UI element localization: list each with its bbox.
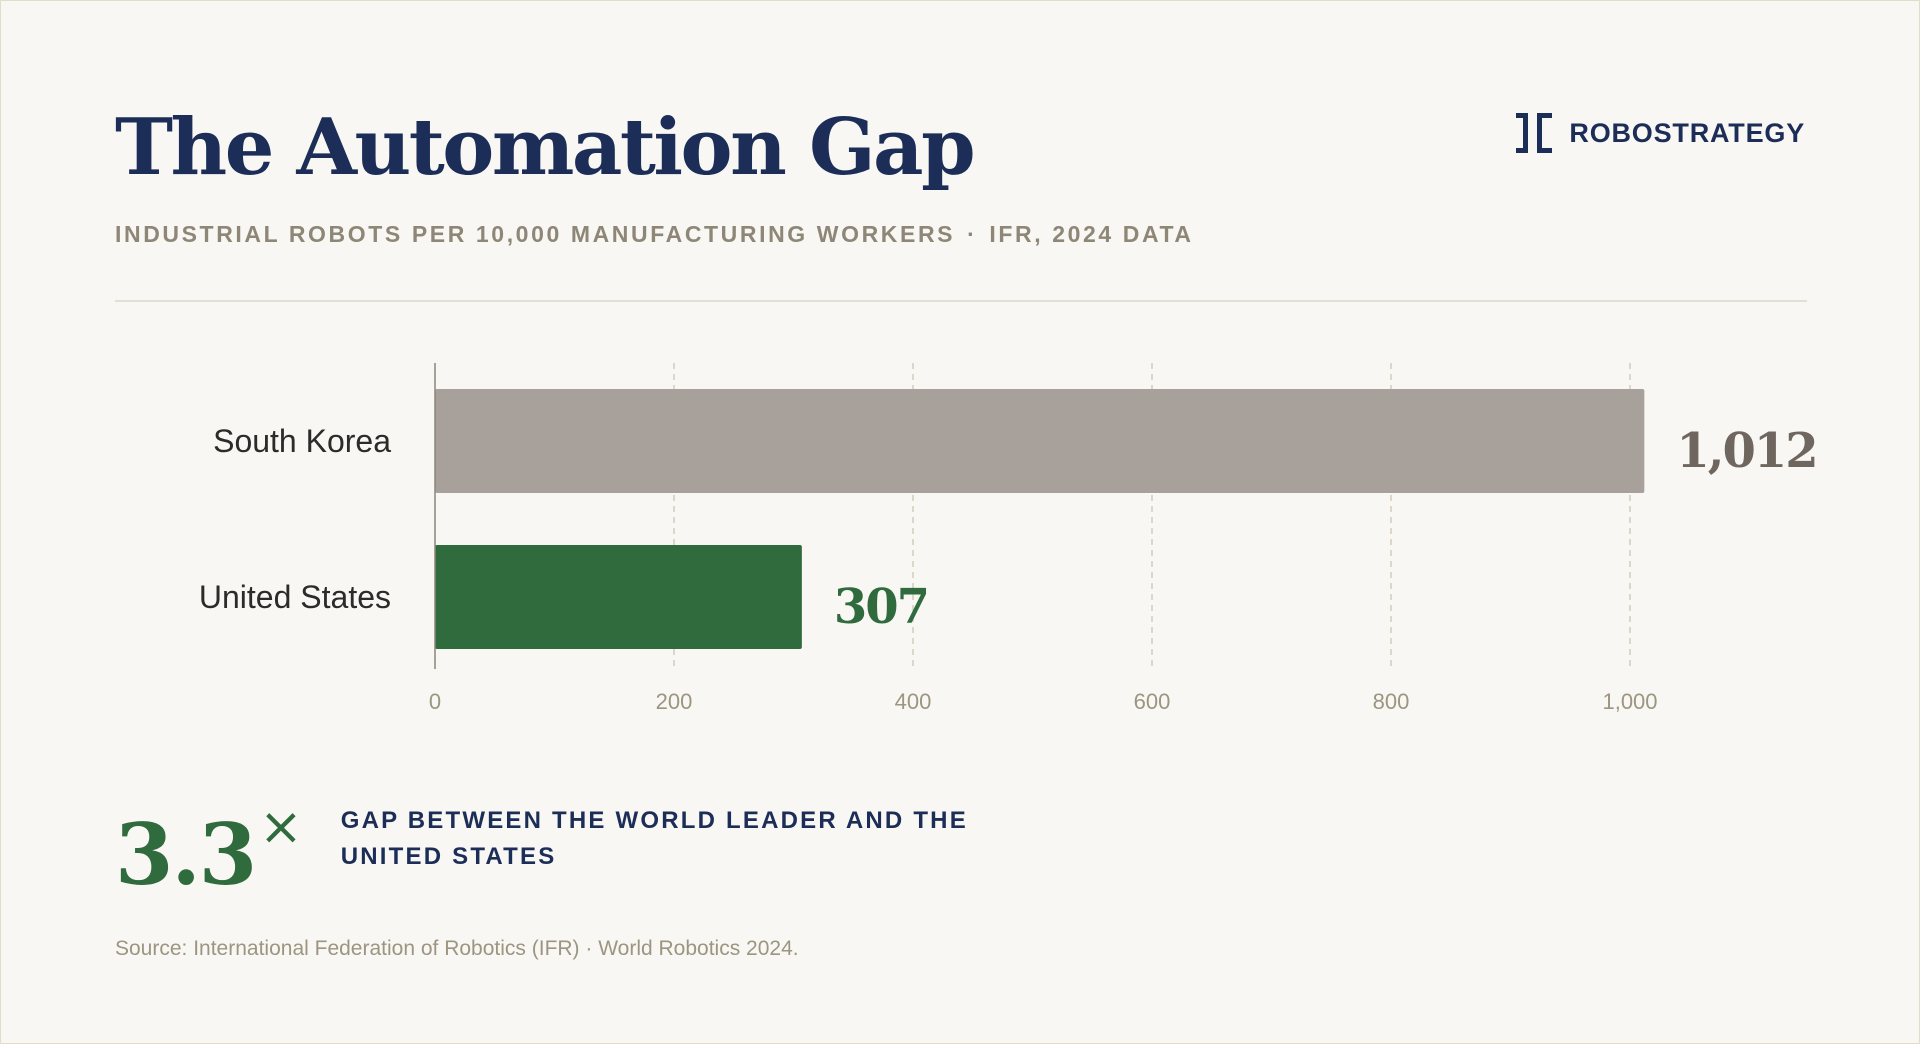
bar [435, 545, 802, 649]
data-label: 1,012 [1676, 423, 1816, 479]
bar [435, 389, 1645, 493]
x-tick-label: 0 [429, 689, 441, 714]
page-title: The Automation Gap [115, 102, 976, 193]
data-label: 307 [834, 579, 928, 635]
x-tick-label: 200 [656, 689, 693, 714]
subtitle-source-tag: IFR, 2024 DATA [989, 221, 1194, 247]
brand-logo: ROBOSTRATEGY [1515, 113, 1805, 153]
gap-stat-number: 3.3 [115, 805, 257, 904]
x-tick-label: 400 [895, 689, 932, 714]
brand-name: ROBOSTRATEGY [1569, 117, 1805, 148]
gap-stat-suffix: × [259, 797, 303, 857]
x-tick-label: 600 [1134, 689, 1171, 714]
gap-stat: 3.3 × GAP BETWEEN THE WORLD LEADER AND T… [115, 801, 981, 897]
subtitle-separator: · [967, 221, 978, 247]
bracket-logo-icon [1516, 113, 1553, 153]
subtitle-metric: INDUSTRIAL ROBOTS PER 10,000 MANUFACTURI… [115, 221, 956, 247]
x-tick-label: 800 [1373, 689, 1410, 714]
source-note: Source: International Federation of Robo… [115, 937, 799, 960]
category-label: United States [199, 579, 391, 615]
bar-chart: 0 200 400 600 800 1,000 South Korea 1,012 United… [199, 363, 1819, 714]
gap-stat-description: GAP BETWEEN THE WORLD LEADER AND THE UNI… [340, 807, 968, 870]
header-divider [115, 300, 1807, 302]
subtitle: INDUSTRIAL ROBOTS PER 10,000 MANUFACTURI… [115, 221, 1194, 248]
category-label: South Korea [213, 423, 391, 459]
x-tick-label: 1,000 [1602, 689, 1657, 714]
